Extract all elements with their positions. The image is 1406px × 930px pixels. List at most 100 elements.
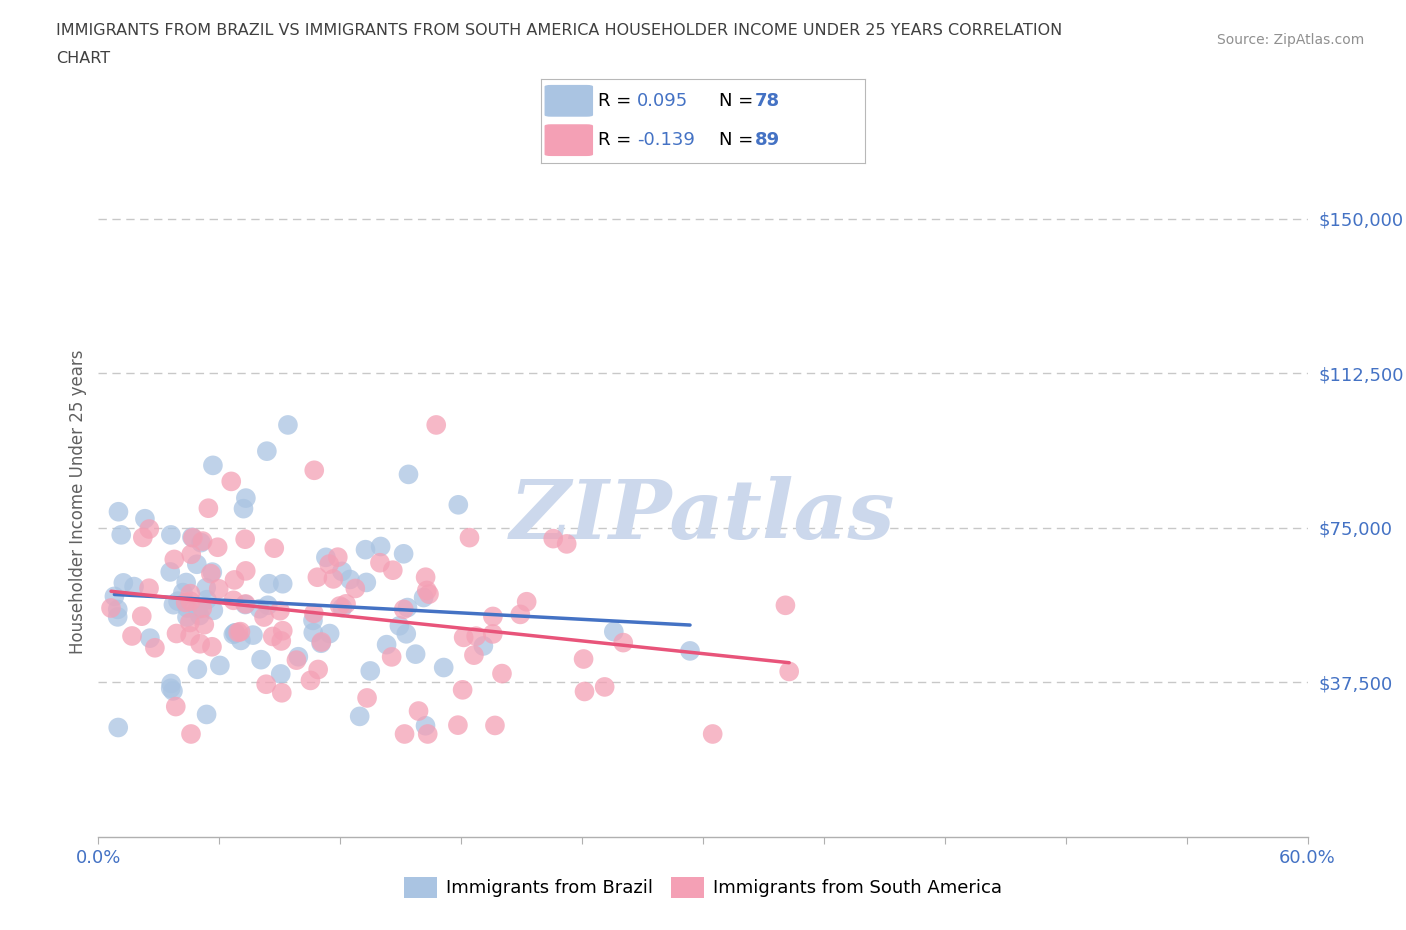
Point [458, 530, 481, 545]
Point [219, 474, 242, 489]
Point [191, 534, 214, 549]
Point [574, 684, 596, 699]
Point [354, 542, 377, 557]
Point [572, 652, 595, 667]
Point [368, 555, 391, 570]
Point [270, 685, 292, 700]
Point [415, 718, 437, 733]
Point [778, 664, 800, 679]
Point [159, 565, 181, 579]
Text: 0.095: 0.095 [637, 92, 688, 110]
Point [167, 593, 190, 608]
Point [224, 626, 246, 641]
Point [349, 709, 371, 724]
Point [277, 418, 299, 432]
Point [256, 444, 278, 458]
Point [679, 644, 702, 658]
Point [181, 530, 204, 545]
Point [195, 580, 218, 595]
Point [702, 726, 724, 741]
Point [388, 618, 411, 633]
Point [103, 589, 125, 604]
Point [465, 629, 488, 644]
Point [176, 610, 198, 625]
Point [412, 590, 434, 604]
Point [447, 718, 470, 733]
Point [121, 629, 143, 644]
Point [375, 637, 398, 652]
Point [172, 585, 194, 600]
Point [344, 581, 367, 596]
Point [250, 652, 273, 667]
Text: -0.139: -0.139 [637, 131, 695, 149]
Point [394, 726, 416, 741]
Point [139, 631, 162, 645]
Point [541, 531, 564, 546]
Text: IMMIGRANTS FROM BRAZIL VS IMMIGRANTS FROM SOUTH AMERICA HOUSEHOLDER INCOME UNDER: IMMIGRANTS FROM BRAZIL VS IMMIGRANTS FRO… [56, 23, 1063, 38]
Point [179, 594, 201, 609]
Point [318, 557, 340, 572]
Point [416, 583, 439, 598]
Point [193, 618, 215, 632]
Point [235, 491, 257, 506]
Point [134, 512, 156, 526]
Point [315, 550, 337, 565]
Point [481, 627, 503, 642]
Point [307, 570, 329, 585]
Text: CHART: CHART [56, 51, 110, 66]
Point [229, 633, 252, 648]
Point [188, 608, 211, 623]
Point [174, 595, 197, 610]
Point [447, 498, 470, 512]
Point [425, 418, 447, 432]
Point [200, 566, 222, 581]
Text: 89: 89 [755, 131, 780, 149]
Point [208, 581, 231, 596]
Point [112, 576, 135, 591]
Point [396, 600, 419, 615]
Text: N =: N = [720, 92, 759, 110]
Point [143, 641, 166, 656]
Point [416, 726, 439, 741]
Point [263, 540, 285, 555]
Point [233, 597, 256, 612]
Point [159, 681, 181, 696]
Point [472, 639, 495, 654]
Point [235, 564, 257, 578]
Point [593, 680, 616, 695]
Point [195, 592, 218, 607]
Point [187, 602, 209, 617]
Point [370, 539, 392, 554]
Point [307, 662, 329, 677]
Point [302, 613, 325, 628]
Point [174, 575, 197, 590]
Point [418, 587, 440, 602]
Point [392, 546, 415, 561]
Point [166, 626, 188, 641]
Point [224, 573, 246, 588]
Point [131, 609, 153, 624]
Point [322, 571, 344, 586]
Point [775, 598, 797, 613]
Point [299, 673, 322, 688]
Point [186, 662, 208, 677]
Point [107, 720, 129, 735]
Point [453, 630, 475, 644]
Point [270, 633, 292, 648]
Point [491, 666, 513, 681]
Point [271, 623, 294, 638]
FancyBboxPatch shape [544, 125, 593, 156]
Point [612, 635, 634, 650]
Point [201, 565, 224, 579]
Point [405, 646, 427, 661]
Point [603, 624, 626, 639]
Point [100, 601, 122, 616]
Point [180, 726, 202, 741]
Point [395, 627, 418, 642]
Point [235, 596, 257, 611]
Point [179, 615, 201, 630]
Point [122, 579, 145, 594]
Text: 78: 78 [755, 92, 780, 110]
Point [202, 603, 225, 618]
Point [451, 683, 474, 698]
